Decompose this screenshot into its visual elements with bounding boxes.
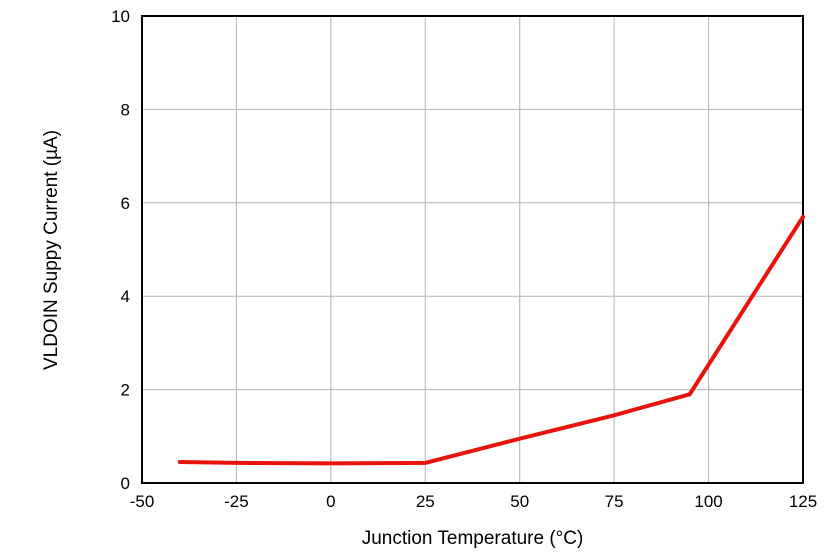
x-tick-label: 50 bbox=[510, 492, 529, 511]
y-tick-label: 4 bbox=[121, 287, 130, 306]
x-tick-label: 25 bbox=[416, 492, 435, 511]
x-tick-label: -25 bbox=[224, 492, 249, 511]
y-tick-label: 6 bbox=[121, 194, 130, 213]
y-tick-label: 10 bbox=[111, 7, 130, 26]
x-tick-label: 125 bbox=[789, 492, 817, 511]
x-axis-title: Junction Temperature (°C) bbox=[361, 528, 584, 549]
x-tick-label: 100 bbox=[694, 492, 722, 511]
y-tick-label: 0 bbox=[121, 474, 130, 493]
x-tick-label: 0 bbox=[326, 492, 335, 511]
x-tick-label: -50 bbox=[130, 492, 155, 511]
x-tick-label: 75 bbox=[605, 492, 624, 511]
plot-frame bbox=[141, 15, 804, 484]
y-tick-label: 8 bbox=[121, 100, 130, 119]
data-line bbox=[177, 214, 805, 466]
y-tick-label: 2 bbox=[121, 381, 130, 400]
y-axis-title: VLDOIN Suppy Current (µA) bbox=[41, 129, 62, 371]
